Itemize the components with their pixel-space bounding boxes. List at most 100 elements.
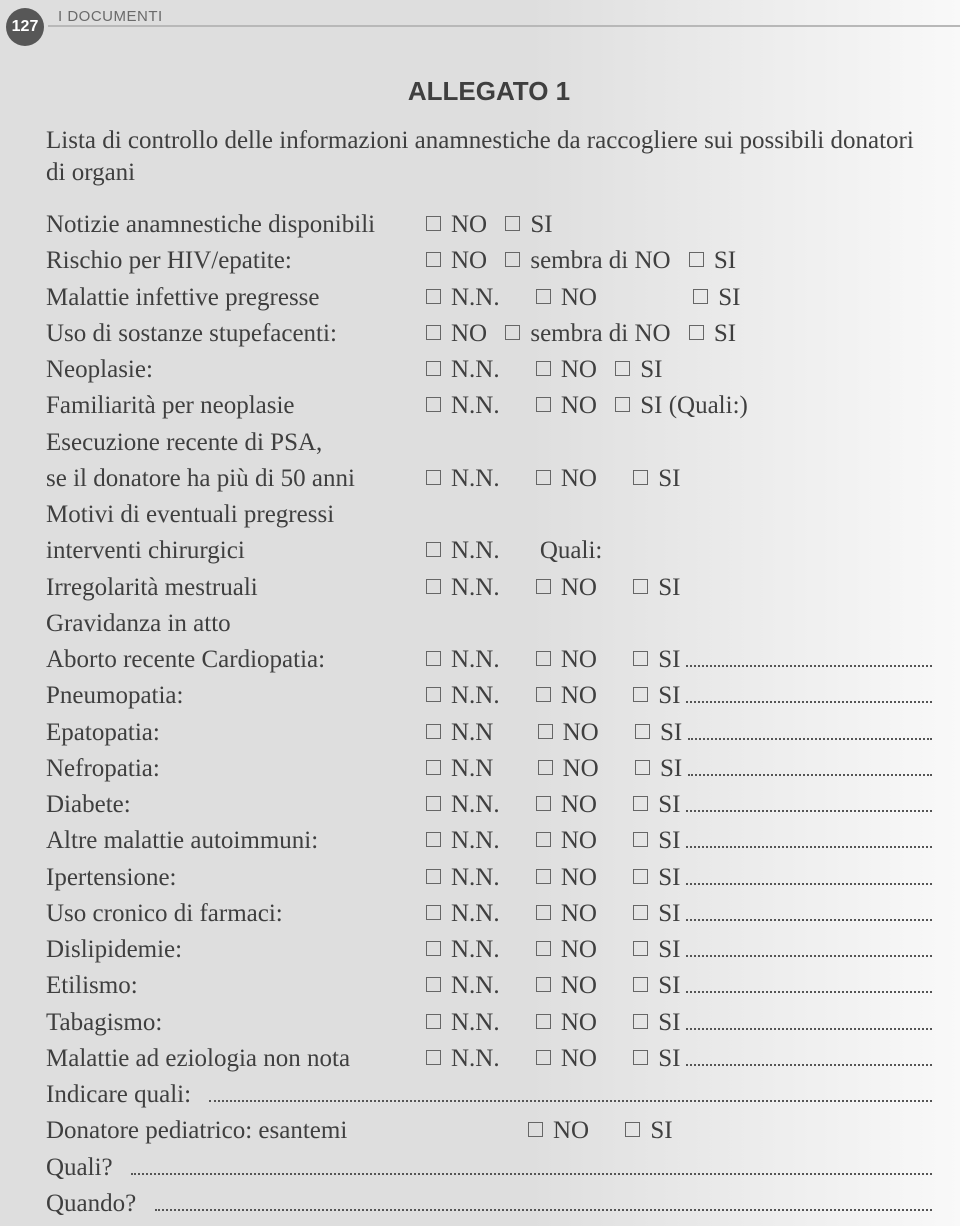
checkbox-si[interactable] [633,579,648,594]
checkbox-nn[interactable] [426,905,441,920]
row-tabagismo: Tabagismo: N.N. NO SI [46,1005,932,1041]
checkbox-si[interactable] [633,977,648,992]
checkbox-no[interactable] [536,1014,551,1029]
checkbox-nn[interactable] [426,289,441,304]
checkbox-no[interactable] [536,470,551,485]
checkbox-nn[interactable] [426,1050,441,1065]
row-label: Ipertensione: [46,860,426,896]
checkbox-si[interactable] [635,724,650,739]
row-options: NO sembra di NO SI [426,316,736,352]
checkbox-nn[interactable] [426,941,441,956]
checkbox-no[interactable] [536,1050,551,1065]
checkbox-nn[interactable] [426,832,441,847]
row-etilismo: Etilismo: N.N. NO SI [46,968,932,1004]
checkbox-nn[interactable] [426,651,441,666]
checkbox-si[interactable] [633,832,648,847]
dotted-fill[interactable] [688,722,932,740]
checkbox-no[interactable] [536,941,551,956]
checkbox-nn[interactable] [426,977,441,992]
checkbox-no[interactable] [536,832,551,847]
dotted-fill[interactable] [686,685,932,703]
checkbox-si[interactable] [633,651,648,666]
checkbox-no[interactable] [528,1122,543,1137]
checkbox-no[interactable] [538,724,553,739]
checkbox-sembra[interactable] [505,252,520,267]
checkbox-si[interactable] [633,1014,648,1029]
checkbox-si[interactable] [625,1122,640,1137]
checkbox-si[interactable] [633,1050,648,1065]
checkbox-no[interactable] [536,579,551,594]
checkbox-nn[interactable] [426,579,441,594]
checkbox-no[interactable] [538,760,553,775]
document-body: ALLEGATO 1 Lista di controllo delle info… [46,70,932,1222]
checkbox-nn[interactable] [426,397,441,412]
row-nefropatia: Nefropatia: N.N NO SI [46,751,932,787]
checkbox-si[interactable] [633,941,648,956]
row-donatore-pediatrico: Donatore pediatrico: esantemi NO SI [46,1113,932,1149]
checkbox-no[interactable] [536,869,551,884]
dotted-fill[interactable] [686,649,932,667]
checkbox-nn[interactable] [426,796,441,811]
row-motivi-l2: interventi chirurgici N.N. Quali: [46,533,932,569]
checkbox-si[interactable] [615,361,630,376]
checkbox-si[interactable] [633,796,648,811]
checkbox-si[interactable] [633,905,648,920]
checkbox-no[interactable] [536,905,551,920]
dotted-fill[interactable] [686,939,932,957]
dotted-fill[interactable] [686,975,932,993]
checkbox-si[interactable] [693,289,708,304]
checkbox-nn[interactable] [426,724,441,739]
checkbox-si-quali[interactable] [615,397,630,412]
row-dislipidemie: Dislipidemie: N.N. NO SI [46,932,932,968]
checkbox-nn[interactable] [426,687,441,702]
checkbox-nn[interactable] [426,869,441,884]
dotted-fill[interactable] [686,1048,932,1066]
dotted-fill[interactable] [155,1193,933,1211]
checkbox-nn[interactable] [426,542,441,557]
checkbox-si[interactable] [633,687,648,702]
checkbox-nn[interactable] [426,361,441,376]
document-subtitle: Lista di controllo delle informazioni an… [46,125,932,189]
checkbox-no[interactable] [536,361,551,376]
row-label: Tabagismo: [46,1005,426,1041]
checkbox-no[interactable] [536,651,551,666]
row-malattie: Malattie infettive pregresse N.N. NO SI [46,280,932,316]
checkbox-no[interactable] [536,687,551,702]
checkbox-si[interactable] [505,216,520,231]
checkbox-si[interactable] [689,252,704,267]
checkbox-si[interactable] [633,470,648,485]
checkbox-no[interactable] [426,216,441,231]
row-quali: Quali? [46,1150,932,1186]
dotted-fill[interactable] [686,1012,932,1030]
checkbox-si[interactable] [633,869,648,884]
dotted-fill[interactable] [686,794,932,812]
checkbox-no[interactable] [536,397,551,412]
checkbox-si[interactable] [635,760,650,775]
row-label: Irregolarità mestruali [46,570,426,606]
row-label: Epatopatia: [46,715,426,751]
checkbox-si[interactable] [689,325,704,340]
row-indicare-quali: Indicare quali: [46,1077,932,1113]
checkbox-no[interactable] [536,289,551,304]
page-number-badge: 127 [6,8,44,46]
dotted-fill[interactable] [686,903,932,921]
checkbox-nn[interactable] [426,1014,441,1029]
dotted-fill[interactable] [209,1084,932,1102]
row-label: Notizie anamnestiche disponibili [46,207,426,243]
dotted-fill[interactable] [688,758,932,776]
dotted-fill[interactable] [686,867,932,885]
checkbox-no[interactable] [426,325,441,340]
checkbox-nn[interactable] [426,470,441,485]
checkbox-no[interactable] [536,796,551,811]
row-label: Uso cronico di farmaci: [46,896,426,932]
checkbox-no[interactable] [536,977,551,992]
section-header: I DOCUMENTI [58,8,163,25]
row-options: N.N. NO SI [426,678,680,714]
row-label: Indicare quali: [46,1077,203,1113]
row-options: N.N. NO SI [426,352,662,388]
checkbox-no[interactable] [426,252,441,267]
dotted-fill[interactable] [131,1157,932,1175]
dotted-fill[interactable] [686,830,932,848]
checkbox-sembra[interactable] [505,325,520,340]
checkbox-nn[interactable] [426,760,441,775]
